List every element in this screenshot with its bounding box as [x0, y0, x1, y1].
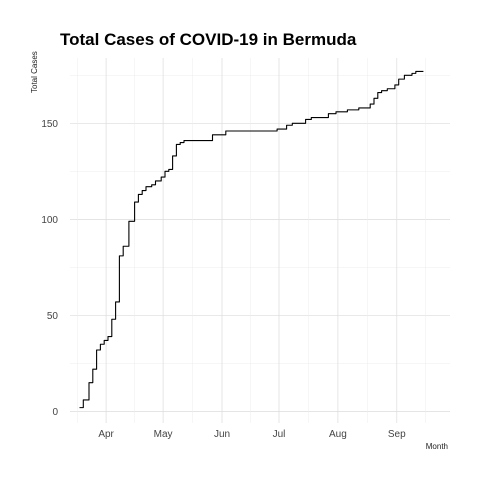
x-tick-label: Jul	[273, 429, 286, 440]
y-tick-label: 0	[52, 407, 58, 418]
grid	[70, 58, 450, 423]
series-line	[79, 70, 424, 409]
y-tick-label: 100	[41, 215, 58, 226]
tick-labels: 0 50 100 150 Apr May Jun Jul Aug Sep	[41, 119, 406, 440]
y-axis-title: Total Cases	[30, 51, 39, 93]
chart-title: Total Cases of COVID-19 in Bermuda	[60, 30, 357, 49]
x-tick-label: Jun	[214, 429, 230, 440]
y-tick-label: 50	[47, 311, 59, 322]
x-tick-label: May	[154, 429, 173, 440]
series-layer	[79, 70, 424, 409]
x-axis-title: Month	[426, 442, 448, 451]
x-tick-label: Aug	[329, 429, 347, 440]
x-tick-label: Sep	[388, 429, 406, 440]
y-tick-label: 150	[41, 119, 58, 130]
x-tick-label: Apr	[98, 429, 114, 440]
